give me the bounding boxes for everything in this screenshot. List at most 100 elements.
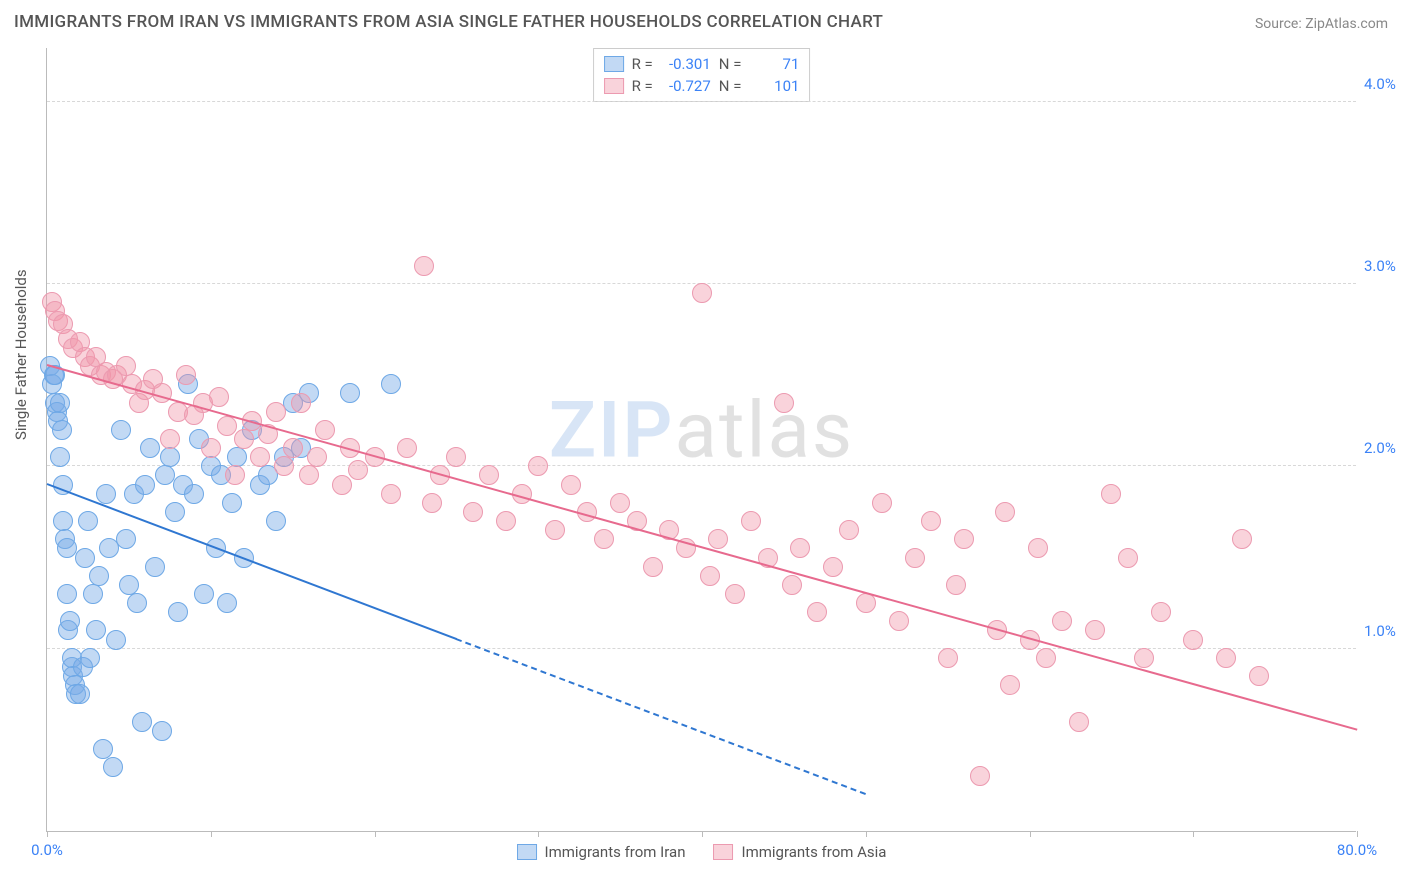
data-point [774,393,794,413]
data-point [708,529,728,549]
x-tick [702,831,703,837]
data-point [274,456,294,476]
data-point [176,365,196,385]
data-point [446,447,466,467]
n-value-iran: 71 [749,53,799,75]
trend-line [456,638,866,795]
x-tick-label: 80.0% [1337,841,1377,859]
watermark-left: ZIP [549,385,675,476]
data-point [96,484,116,504]
data-point [52,420,72,440]
data-point [872,493,892,513]
data-point [89,566,109,586]
data-point [1232,529,1252,549]
data-point [217,593,237,613]
data-point [1134,648,1154,668]
data-point [1118,548,1138,568]
data-point [422,493,442,513]
data-point [209,387,229,407]
data-point [1216,648,1236,668]
data-point [1052,611,1072,631]
legend-label-iran: Immigrants from Iran [545,843,686,861]
data-point [116,529,136,549]
data-point [234,429,254,449]
legend-swatch-iran [604,56,624,72]
data-point [127,593,147,613]
data-point [381,484,401,504]
correlation-legend: R = -0.301 N = 71 R = -0.727 N = 101 [593,48,811,102]
data-point [692,283,712,303]
x-tick [866,831,867,837]
r-label: R = [632,53,653,75]
data-point [83,584,103,604]
chart-title: IMMIGRANTS FROM IRAN VS IMMIGRANTS FROM … [14,12,883,32]
series-legend: Immigrants from Iran Immigrants from Asi… [517,843,887,861]
n-value-asia: 101 [749,75,799,97]
n-label: N = [719,53,742,75]
data-point [1069,712,1089,732]
data-point [111,420,131,440]
data-point [50,447,70,467]
x-tick-label: 0.0% [31,841,63,859]
data-point [75,548,95,568]
data-point [119,575,139,595]
data-point [194,584,214,604]
data-point [946,575,966,595]
data-point [463,502,483,522]
data-point [93,739,113,759]
data-point [741,511,761,531]
chart-plot-area: ZIPatlas R = -0.301 N = 71 R = -0.727 N … [46,48,1356,832]
data-point [160,429,180,449]
data-point [839,520,859,540]
data-point [70,684,90,704]
data-point [266,402,286,422]
data-point [1000,675,1020,695]
data-point [227,447,247,467]
data-point [348,460,368,480]
data-point [414,256,434,276]
watermark-right: atlas [675,385,855,476]
data-point [1249,666,1269,686]
data-point [332,475,352,495]
data-point [222,493,242,513]
trend-line [47,483,457,640]
data-point [790,538,810,558]
gridline [47,101,1356,102]
data-point [1101,484,1121,504]
data-point [921,511,941,531]
data-point [954,529,974,549]
x-tick [538,831,539,837]
data-point [1183,630,1203,650]
data-point [106,630,126,650]
data-point [168,602,188,622]
data-point [103,757,123,777]
source-label: Source: ZipAtlas.com [1255,16,1388,32]
data-point [299,465,319,485]
data-point [250,447,270,467]
gridline [47,648,1356,649]
data-point [132,712,152,732]
x-tick [1357,831,1358,837]
data-point [970,766,990,786]
y-tick-label: 2.0% [1364,439,1406,457]
data-point [496,511,516,531]
data-point [80,648,100,668]
legend-swatch-iran-icon [517,844,537,860]
data-point [201,438,221,458]
data-point [57,538,77,558]
data-point [643,557,663,577]
data-point [50,393,70,413]
r-value-asia: -0.727 [661,75,711,97]
data-point [782,575,802,595]
data-point [60,611,80,631]
legend-row-iran: R = -0.301 N = 71 [604,53,800,75]
legend-item-iran: Immigrants from Iran [517,843,686,861]
legend-item-asia: Immigrants from Asia [713,843,886,861]
data-point [1085,620,1105,640]
data-point [283,438,303,458]
data-point [152,721,172,741]
gridline [47,465,1356,466]
data-point [266,511,286,531]
data-point [155,465,175,485]
data-point [610,493,630,513]
